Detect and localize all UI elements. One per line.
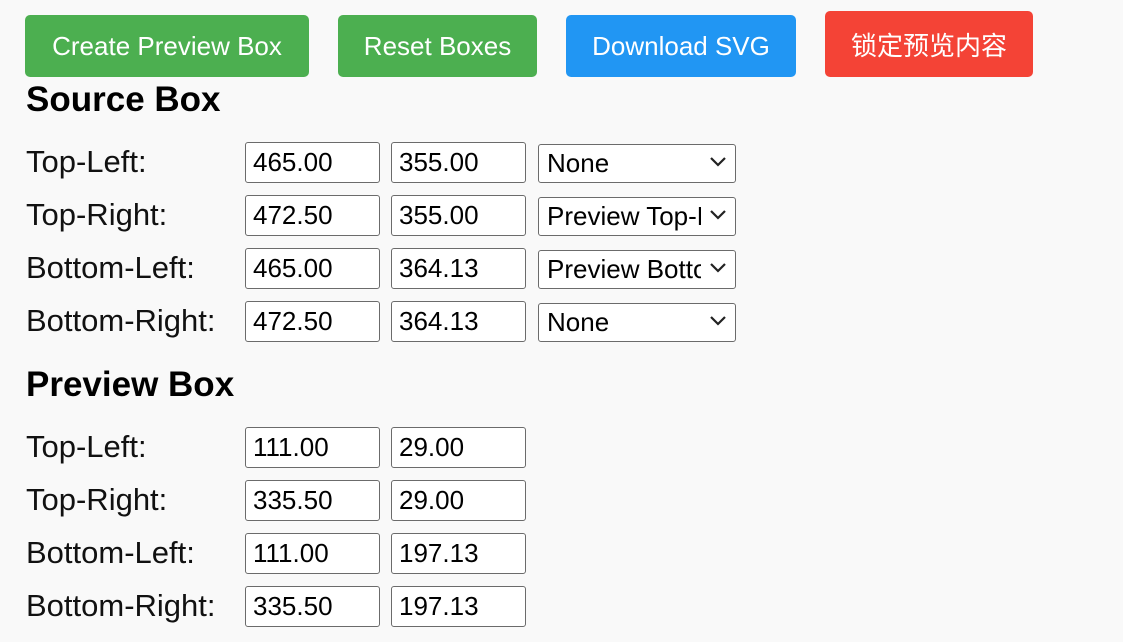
chevron-down-icon <box>710 157 726 167</box>
source-top-right-y-input[interactable] <box>391 195 526 236</box>
row-label: Top-Left: <box>26 144 147 179</box>
preview-top-left-y-input[interactable] <box>391 427 526 468</box>
preview-top-right-x-input[interactable] <box>245 480 380 521</box>
download-svg-button[interactable]: Download SVG <box>566 15 796 77</box>
row-label: Top-Right: <box>26 482 168 517</box>
row-label: Bottom-Right: <box>26 588 216 623</box>
source-bottom-right-y-input[interactable] <box>391 301 526 342</box>
preview-bottom-right-x-input[interactable] <box>245 586 380 627</box>
source-top-left-x-input[interactable] <box>245 142 380 183</box>
select-value: None <box>547 307 610 337</box>
source-top-left-link-select[interactable]: None <box>538 144 736 183</box>
chevron-down-icon <box>710 263 726 273</box>
source-bottom-right-link-select[interactable]: None <box>538 303 736 342</box>
source-top-left-y-input[interactable] <box>391 142 526 183</box>
preview-top-right-y-input[interactable] <box>391 480 526 521</box>
row-label: Top-Left: <box>26 429 147 464</box>
select-value: Preview Top-Right <box>547 201 701 231</box>
lock-preview-button[interactable]: 锁定预览内容 <box>825 11 1033 77</box>
chevron-down-icon <box>710 210 726 220</box>
select-value: None <box>547 148 610 178</box>
chevron-down-icon <box>710 316 726 326</box>
select-value: Preview Bottom-Left <box>547 254 701 284</box>
source-bottom-right-x-input[interactable] <box>245 301 380 342</box>
row-label: Bottom-Left: <box>26 535 195 570</box>
preview-bottom-left-y-input[interactable] <box>391 533 526 574</box>
preview-top-left-x-input[interactable] <box>245 427 380 468</box>
row-label: Bottom-Left: <box>26 250 195 285</box>
preview-bottom-right-y-input[interactable] <box>391 586 526 627</box>
source-bottom-left-x-input[interactable] <box>245 248 380 289</box>
row-label: Top-Right: <box>26 197 168 232</box>
source-box-heading: Source Box <box>26 80 221 119</box>
create-preview-box-button[interactable]: Create Preview Box <box>25 15 309 77</box>
preview-box-heading: Preview Box <box>26 365 235 404</box>
preview-bottom-left-x-input[interactable] <box>245 533 380 574</box>
source-bottom-left-y-input[interactable] <box>391 248 526 289</box>
reset-boxes-button[interactable]: Reset Boxes <box>338 15 537 77</box>
source-top-right-link-select[interactable]: Preview Top-Right <box>538 197 736 236</box>
row-label: Bottom-Right: <box>26 303 216 338</box>
source-bottom-left-link-select[interactable]: Preview Bottom-Left <box>538 250 736 289</box>
source-top-right-x-input[interactable] <box>245 195 380 236</box>
